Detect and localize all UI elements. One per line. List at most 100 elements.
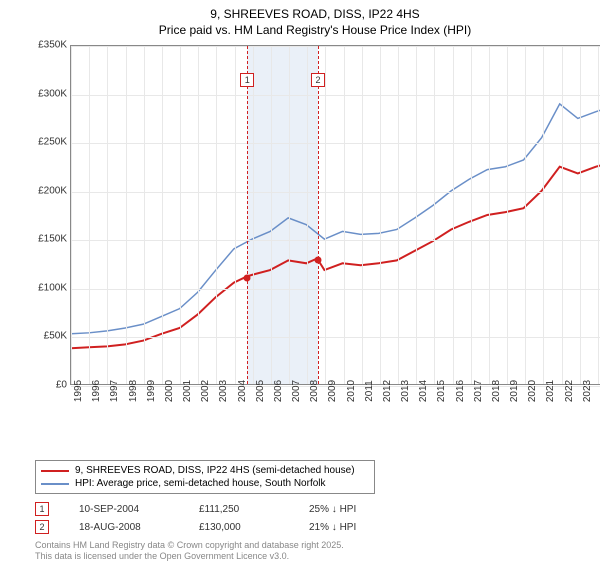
x-tick-label: 2013	[400, 380, 411, 402]
gridline-v	[198, 46, 199, 384]
gridline-v	[235, 46, 236, 384]
y-tick-label: £300K	[38, 88, 67, 99]
legend-swatch	[41, 483, 69, 485]
x-tick-label: 2010	[346, 380, 357, 402]
sale-point	[315, 256, 322, 263]
data-row-delta: 21% ↓ HPI	[309, 522, 356, 533]
x-tick-label: 1999	[146, 380, 157, 402]
x-tick-label: 2020	[527, 380, 538, 402]
gridline-v	[453, 46, 454, 384]
gridline-v	[344, 46, 345, 384]
marker-line	[247, 46, 248, 384]
x-tick-label: 2004	[237, 380, 248, 402]
legend-label: HPI: Average price, semi-detached house,…	[75, 478, 326, 489]
y-tick-label: £250K	[38, 137, 67, 148]
x-tick-label: 2022	[564, 380, 575, 402]
gridline-v	[489, 46, 490, 384]
x-tick-label: 2002	[200, 380, 211, 402]
sale-data-table: 110-SEP-2004£111,25025% ↓ HPI218-AUG-200…	[35, 500, 356, 536]
marker-line	[318, 46, 319, 384]
gridline-v	[325, 46, 326, 384]
data-row-price: £111,250	[199, 504, 279, 515]
footer-attribution: Contains HM Land Registry data © Crown c…	[35, 540, 344, 562]
legend: 9, SHREEVES ROAD, DISS, IP22 4HS (semi-d…	[35, 460, 375, 494]
gridline-v	[398, 46, 399, 384]
x-tick-label: 2005	[255, 380, 266, 402]
legend-row: HPI: Average price, semi-detached house,…	[41, 477, 369, 490]
x-tick-label: 2012	[382, 380, 393, 402]
x-tick-label: 2023	[582, 380, 593, 402]
x-tick-label: 2008	[309, 380, 320, 402]
x-tick-label: 2007	[291, 380, 302, 402]
gridline-v	[271, 46, 272, 384]
gridline-h	[71, 289, 600, 290]
legend-label: 9, SHREEVES ROAD, DISS, IP22 4HS (semi-d…	[75, 465, 355, 476]
footer-line1: Contains HM Land Registry data © Crown c…	[35, 540, 344, 551]
chart-lines	[71, 46, 600, 384]
data-row: 2 18-AUG-2008 £130,000 21% ↓ HPI	[35, 518, 356, 536]
gridline-v	[580, 46, 581, 384]
gridline-v	[507, 46, 508, 384]
y-tick-label: £200K	[38, 185, 67, 196]
x-tick-label: 2003	[218, 380, 229, 402]
x-tick-label: 2018	[491, 380, 502, 402]
chart-title-block: 9, SHREEVES ROAD, DISS, IP22 4HS Price p…	[35, 5, 595, 38]
gridline-v	[525, 46, 526, 384]
sale-point	[244, 274, 251, 281]
gridline-v	[144, 46, 145, 384]
data-row: 110-SEP-2004£111,25025% ↓ HPI	[35, 500, 356, 518]
x-tick-label: 2014	[418, 380, 429, 402]
x-tick-label: 1996	[91, 380, 102, 402]
data-row-date: 18-AUG-2008	[79, 522, 169, 533]
x-tick-label: 2009	[327, 380, 338, 402]
x-tick-label: 2001	[182, 380, 193, 402]
gridline-h	[71, 240, 600, 241]
chart-container: 9, SHREEVES ROAD, DISS, IP22 4HS Price p…	[35, 5, 595, 430]
y-tick-label: £100K	[38, 282, 67, 293]
gridline-v	[416, 46, 417, 384]
x-tick-label: 2021	[545, 380, 556, 402]
legend-row: 9, SHREEVES ROAD, DISS, IP22 4HS (semi-d…	[41, 464, 369, 477]
gridline-v	[289, 46, 290, 384]
x-tick-label: 2015	[436, 380, 447, 402]
gridline-v	[180, 46, 181, 384]
gridline-h	[71, 143, 600, 144]
y-tick-label: £50K	[44, 331, 67, 342]
data-row-delta: 25% ↓ HPI	[309, 504, 356, 515]
gridline-v	[126, 46, 127, 384]
y-tick-label: £150K	[38, 234, 67, 245]
x-tick-label: 2019	[509, 380, 520, 402]
series-price_paid	[71, 162, 600, 348]
gridline-v	[598, 46, 599, 384]
gridline-v	[307, 46, 308, 384]
gridline-v	[162, 46, 163, 384]
x-tick-label: 1995	[73, 380, 84, 402]
y-tick-label: £350K	[38, 40, 67, 51]
x-tick-label: 2017	[473, 380, 484, 402]
gridline-h	[71, 192, 600, 193]
gridline-v	[107, 46, 108, 384]
legend-swatch	[41, 470, 69, 472]
gridline-v	[71, 46, 72, 384]
gridline-v	[434, 46, 435, 384]
gridline-h	[71, 46, 600, 47]
marker-box: 2	[311, 73, 325, 87]
data-row-price: £130,000	[199, 522, 279, 533]
gridline-v	[562, 46, 563, 384]
gridline-v	[543, 46, 544, 384]
data-row-marker: 1	[35, 502, 49, 516]
x-axis: 1995199619971998199920002001200220032004…	[70, 387, 600, 437]
x-tick-label: 2000	[164, 380, 175, 402]
gridline-v	[471, 46, 472, 384]
x-tick-label: 2006	[273, 380, 284, 402]
x-tick-label: 2011	[364, 380, 375, 402]
y-axis: £0£50K£100K£150K£200K£250K£300K£350K	[35, 45, 69, 385]
x-tick-label: 2016	[455, 380, 466, 402]
gridline-h	[71, 95, 600, 96]
x-tick-label: 1998	[128, 380, 139, 402]
gridline-v	[362, 46, 363, 384]
data-row-marker: 2	[35, 520, 49, 534]
y-tick-label: £0	[56, 380, 67, 391]
marker-box: 1	[240, 73, 254, 87]
gridline-v	[253, 46, 254, 384]
